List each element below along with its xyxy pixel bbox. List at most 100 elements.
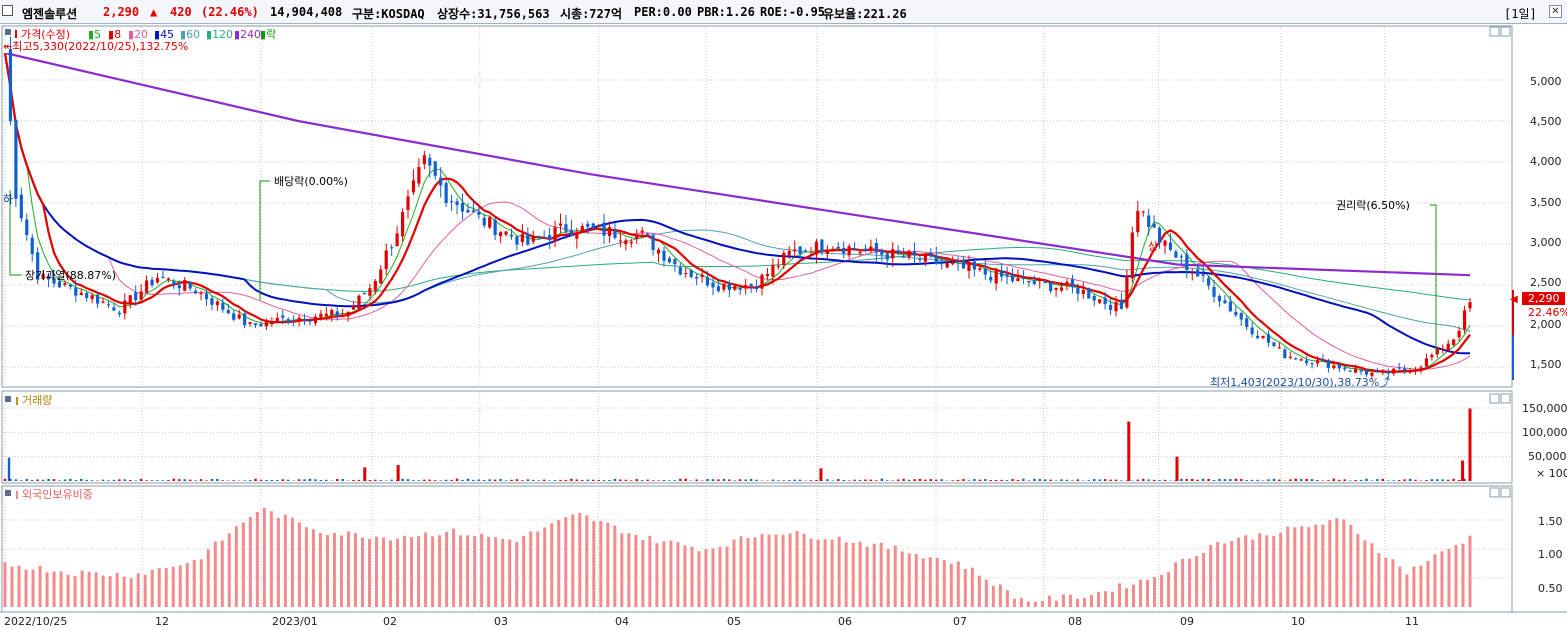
candle-body bbox=[531, 236, 535, 242]
candle-body bbox=[1441, 348, 1445, 350]
volume-bar bbox=[336, 479, 339, 481]
volume-bar bbox=[532, 479, 535, 481]
svg-text:10: 10 bbox=[1291, 615, 1305, 628]
volume-bar bbox=[575, 479, 579, 481]
close-icon[interactable]: ✕ bbox=[1549, 5, 1562, 18]
ma5-line bbox=[4, 53, 1471, 374]
volume-bar bbox=[564, 479, 568, 481]
volume-bar bbox=[216, 478, 219, 481]
date-axis: 2022/10/25 12 2023/01 02 03 04 05 06 07 … bbox=[4, 615, 1419, 628]
volume-bar bbox=[101, 479, 105, 481]
candle-body bbox=[520, 233, 524, 243]
svg-text:04: 04 bbox=[615, 615, 629, 628]
volume-bar bbox=[1316, 479, 1319, 481]
volume-bar bbox=[107, 480, 110, 481]
foreign-ratio-bar bbox=[879, 542, 883, 607]
candle-body bbox=[564, 224, 568, 232]
svg-text:12: 12 bbox=[155, 615, 169, 628]
foreign-ratio-bar bbox=[1223, 543, 1227, 607]
svg-text:22.46%: 22.46% bbox=[1528, 306, 1567, 319]
volume-bar bbox=[706, 479, 709, 481]
foreign-ratio-bar bbox=[66, 574, 70, 607]
foreign-ratio-bar bbox=[1075, 598, 1079, 607]
candle-body bbox=[281, 315, 285, 318]
volume-bar bbox=[352, 479, 355, 481]
candle-body bbox=[607, 226, 612, 236]
candle-body bbox=[558, 223, 563, 226]
foreign-ratio-bar bbox=[1300, 526, 1304, 607]
panel-buttons[interactable] bbox=[1489, 26, 1511, 498]
foreign-ratio-bar bbox=[1174, 562, 1178, 607]
candle-body bbox=[874, 243, 878, 253]
volume-bar bbox=[902, 478, 905, 481]
candle-body bbox=[275, 317, 279, 322]
candle-body bbox=[1010, 274, 1015, 282]
candle-body bbox=[488, 217, 492, 228]
foreign-ratio-bar bbox=[73, 575, 77, 607]
foreign-legend: 외국인보유비중 bbox=[22, 488, 93, 501]
foreign-ratio-bar bbox=[1272, 535, 1276, 607]
volume-bar bbox=[978, 479, 982, 481]
volume-bar bbox=[1071, 480, 1074, 481]
candle-body bbox=[1130, 232, 1134, 279]
volume-bar bbox=[1398, 480, 1401, 481]
foreign-ratio-bar bbox=[599, 520, 603, 607]
foreign-ratio-bar bbox=[367, 539, 371, 607]
legend-ma20: ▮20 bbox=[128, 28, 148, 41]
foreign-ratio-bar bbox=[1314, 524, 1318, 607]
volume-bar bbox=[673, 480, 677, 481]
candle-body bbox=[161, 276, 165, 279]
volume-bar bbox=[1049, 479, 1052, 481]
candle-body bbox=[123, 300, 127, 314]
foreign-ratio-bar bbox=[283, 514, 287, 607]
candle-body bbox=[1098, 299, 1102, 303]
volume-bar bbox=[886, 480, 889, 481]
foreign-ratio-bar bbox=[844, 542, 848, 607]
foreign-ratio-bar bbox=[767, 534, 771, 607]
foreign-ratio-bar bbox=[732, 539, 736, 607]
volume-bar bbox=[412, 480, 415, 481]
volume-bar bbox=[248, 480, 252, 481]
candle-body bbox=[1359, 370, 1363, 372]
volume-bar bbox=[461, 479, 464, 481]
volume-bar bbox=[297, 479, 301, 481]
candle-body bbox=[798, 246, 802, 254]
listed-shares: 상장수:31,756,563 bbox=[437, 7, 550, 21]
candle-body bbox=[1288, 356, 1292, 358]
candle-body bbox=[738, 288, 742, 290]
volume-bar bbox=[994, 479, 998, 481]
volume-bar bbox=[1011, 479, 1014, 481]
volume-bar bbox=[1120, 480, 1123, 481]
foreign-ratio-bar bbox=[1279, 532, 1283, 607]
candle-body bbox=[85, 292, 89, 298]
candle-body bbox=[422, 155, 426, 165]
volume-bar bbox=[205, 480, 208, 481]
stock-name[interactable]: 엠젠솔루션 bbox=[22, 7, 78, 21]
foreign-ratio-bar bbox=[473, 536, 477, 607]
volume-bar bbox=[1272, 478, 1276, 481]
volume-bar bbox=[281, 479, 284, 481]
foreign-ratio-bar bbox=[823, 539, 827, 607]
candle-body bbox=[406, 196, 410, 210]
volume-bar bbox=[58, 480, 61, 481]
foreign-ratio-bar bbox=[676, 542, 680, 607]
volume-bar bbox=[570, 478, 573, 481]
candle-body bbox=[515, 236, 519, 245]
candle-body bbox=[967, 263, 971, 272]
volume-bar bbox=[194, 480, 197, 481]
volume-bar bbox=[69, 478, 72, 481]
candle-body bbox=[1266, 334, 1271, 343]
candle-body bbox=[1092, 295, 1096, 301]
volume-bar bbox=[1245, 480, 1248, 481]
period-selector[interactable]: [1일] bbox=[1504, 7, 1537, 21]
candle-body bbox=[852, 248, 857, 250]
foreign-ratio-bar bbox=[1363, 540, 1367, 607]
ma60-line bbox=[4, 53, 1471, 332]
foreign-ratio-bar bbox=[1104, 591, 1108, 607]
current-price-tag: ◀ 2,290 22.46% bbox=[1510, 292, 1567, 319]
volume-bar bbox=[1267, 479, 1270, 481]
select-checkbox[interactable] bbox=[2, 5, 13, 16]
volume-bar bbox=[1103, 479, 1107, 481]
volume-bar bbox=[853, 479, 856, 481]
foreign-ratio-bar bbox=[101, 575, 105, 607]
